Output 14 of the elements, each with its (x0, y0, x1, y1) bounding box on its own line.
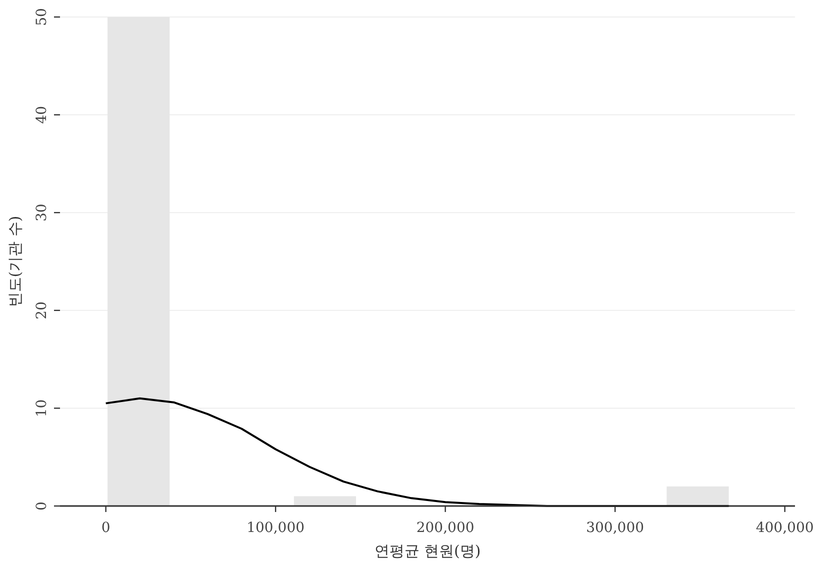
y-tick-label: 0 (34, 502, 50, 510)
x-axis-title: 연평균 현원(명) (374, 542, 481, 560)
line-series (104, 397, 730, 507)
x-tick-label: 100,000 (246, 520, 305, 536)
x-tick-label: 400,000 (756, 520, 814, 536)
x-tick-label: 0 (101, 520, 110, 536)
y-tick-label: 50 (34, 8, 50, 26)
y-tick-label: 20 (34, 301, 50, 320)
y-axis-title: 빈도(기관 수) (6, 216, 24, 308)
y-tick-label: 40 (34, 106, 50, 124)
x-tick-label: 300,000 (586, 520, 644, 536)
x-tick-label: 200,000 (416, 520, 474, 536)
y-tick-label: 30 (34, 204, 50, 222)
y-tick-label: 10 (34, 399, 50, 418)
